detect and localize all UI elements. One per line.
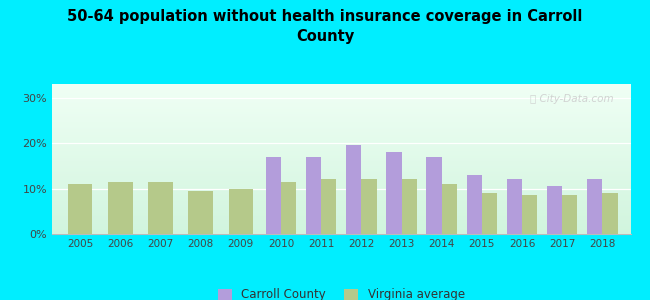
- Bar: [148, 182, 173, 234]
- Bar: [482, 193, 497, 234]
- Bar: [587, 179, 603, 234]
- Bar: [426, 157, 442, 234]
- Bar: [386, 152, 402, 234]
- Bar: [108, 182, 133, 234]
- Bar: [229, 188, 253, 234]
- Bar: [442, 184, 457, 234]
- Bar: [188, 191, 213, 234]
- Legend: Carroll County, Virginia average: Carroll County, Virginia average: [213, 284, 469, 300]
- Bar: [266, 157, 281, 234]
- Text: ⓘ City-Data.com: ⓘ City-Data.com: [530, 94, 613, 104]
- Bar: [547, 186, 562, 234]
- Bar: [522, 195, 538, 234]
- Bar: [346, 146, 361, 234]
- Bar: [507, 179, 522, 234]
- Bar: [402, 179, 417, 234]
- Bar: [68, 184, 92, 234]
- Text: 50-64 population without health insurance coverage in Carroll
County: 50-64 population without health insuranc…: [68, 9, 582, 44]
- Bar: [467, 175, 482, 234]
- Bar: [361, 179, 376, 234]
- Bar: [281, 182, 296, 234]
- Bar: [603, 193, 618, 234]
- Bar: [562, 195, 577, 234]
- Bar: [306, 157, 321, 234]
- Bar: [321, 179, 337, 234]
